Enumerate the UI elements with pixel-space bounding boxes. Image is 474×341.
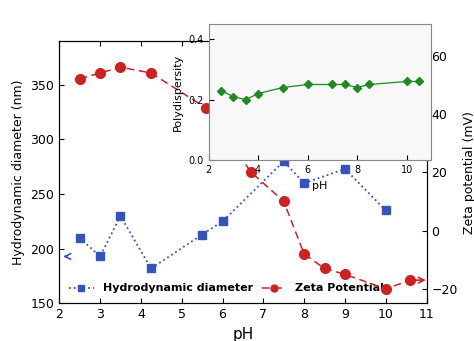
- X-axis label: pH: pH: [232, 327, 254, 341]
- Y-axis label: Zeta potential (mV): Zeta potential (mV): [464, 111, 474, 234]
- X-axis label: pH: pH: [312, 181, 328, 191]
- Y-axis label: Polydispersity: Polydispersity: [173, 54, 183, 131]
- Y-axis label: Hydrodynamic diameter (nm): Hydrodynamic diameter (nm): [12, 79, 25, 265]
- Legend: Hydrodynamic diameter, Zeta Potential: Hydrodynamic diameter, Zeta Potential: [65, 279, 388, 298]
